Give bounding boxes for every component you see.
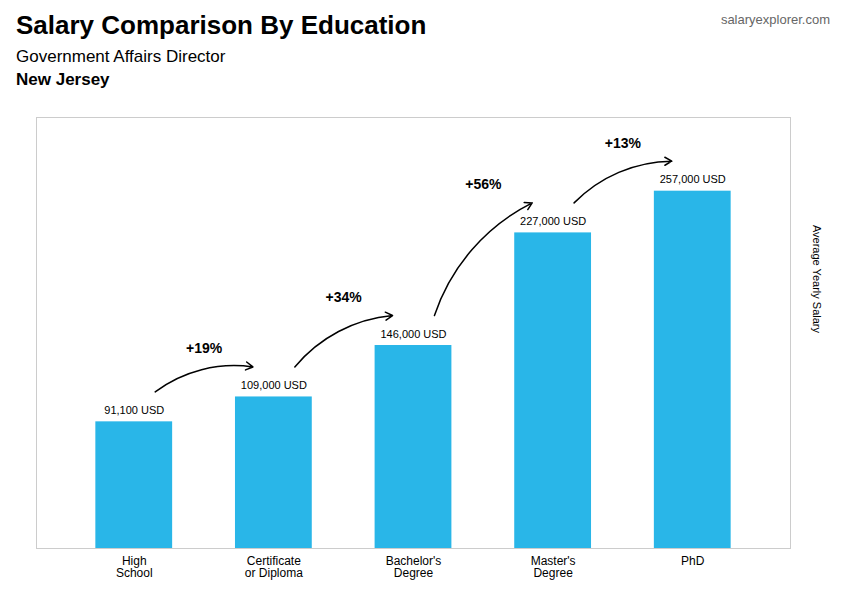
svg-text:PhD: PhD <box>681 554 705 568</box>
svg-text:109,000 USD: 109,000 USD <box>241 379 307 391</box>
svg-text:227,000 USD: 227,000 USD <box>520 215 586 227</box>
svg-text:Average Yearly Salary: Average Yearly Salary <box>811 225 823 334</box>
svg-text:+34%: +34% <box>326 289 363 305</box>
svg-text:+56%: +56% <box>465 176 502 192</box>
svg-text:146,000 USD: 146,000 USD <box>380 328 446 340</box>
html-text:Government Affairs Director: Government Affairs Director <box>16 47 226 66</box>
svg-text:Bachelor'sDegree: Bachelor'sDegree <box>386 554 442 580</box>
svg-text:+13%: +13% <box>605 135 642 151</box>
svg-text:257,000 USD: 257,000 USD <box>660 173 726 185</box>
svg-text:91,100 USD: 91,100 USD <box>104 404 164 416</box>
svg-text:Certificateor Diploma: Certificateor Diploma <box>245 554 303 580</box>
html-text:New Jersey: New Jersey <box>16 70 110 89</box>
svg-text:Master'sDegree: Master'sDegree <box>531 554 576 580</box>
svg-text:+19%: +19% <box>186 340 223 356</box>
svg-text:HighSchool: HighSchool <box>116 554 153 580</box>
html-text:salaryexplorer.com: salaryexplorer.com <box>720 12 830 27</box>
html-text:Salary Comparison By Education: Salary Comparison By Education <box>16 10 427 40</box>
